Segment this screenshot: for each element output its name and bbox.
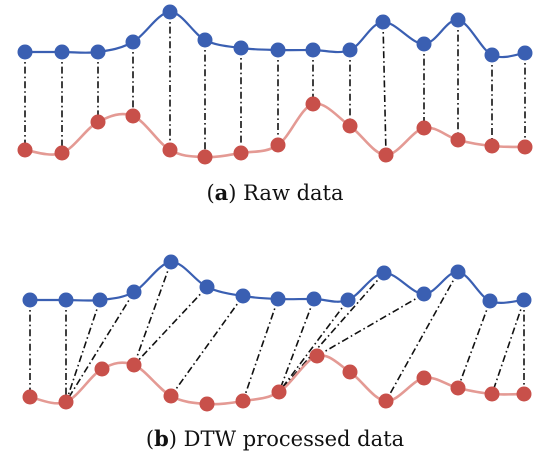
alignment-link (278, 272, 385, 393)
red-series-point (378, 393, 394, 409)
red-series-point (416, 370, 432, 386)
blue-series-point (54, 44, 70, 60)
alignment-link (133, 286, 208, 366)
alignment-link (316, 293, 425, 357)
blue-series-point (375, 14, 391, 30)
blue-series-point (270, 42, 286, 58)
caption-b: (b) DTW processed data (145, 426, 405, 451)
red-series-point (516, 386, 532, 402)
panel-b-dtw-processed-data (22, 254, 532, 412)
caption-a-text: ) Raw data (228, 181, 344, 205)
red-series-point (126, 357, 142, 373)
red-series-point (58, 394, 74, 410)
alignment-link (382, 21, 387, 156)
blue-series-point (484, 47, 500, 63)
red-series-point (197, 149, 213, 165)
blue-series-point (482, 293, 498, 309)
red-series-point (125, 108, 141, 124)
alignment-link (65, 299, 101, 403)
blue-series-point (517, 45, 533, 61)
blue-series-point (270, 291, 286, 307)
red-series-point (163, 388, 179, 404)
caption-a: (a) Raw data (206, 180, 344, 205)
blue-series-point (163, 254, 179, 270)
blue-series-point (22, 292, 38, 308)
red-series-point (271, 384, 287, 400)
alignment-link (133, 261, 172, 366)
alignment-link (170, 295, 244, 397)
red-series-point (90, 114, 106, 130)
red-series-point (450, 380, 466, 396)
blue-series-point (376, 265, 392, 281)
red-series-point (342, 118, 358, 134)
blue-series-point (125, 34, 141, 50)
blue-series-point (126, 284, 142, 300)
red-series-point (233, 145, 249, 161)
red-series-point (517, 139, 533, 155)
panel-a-raw-data (17, 4, 533, 165)
blue-series-point (235, 288, 251, 304)
blue-series-point (306, 291, 322, 307)
alignment-link (278, 298, 315, 393)
blue-series-point (197, 32, 213, 48)
red-series-point (378, 147, 394, 163)
blue-series-point (233, 40, 249, 56)
caption-b-text: ) DTW processed data (168, 427, 405, 451)
blue-series-point (340, 292, 356, 308)
alignment-link (491, 299, 525, 395)
red-series-point (17, 142, 33, 158)
red-series-point (162, 142, 178, 158)
red-series-point (235, 393, 251, 409)
blue-series-point (450, 264, 466, 280)
red-series-point (450, 132, 466, 148)
red-series-point (54, 145, 70, 161)
red-series-point (484, 386, 500, 402)
blue-series-point (199, 279, 215, 295)
red-series-point (305, 96, 321, 112)
blue-series-point (305, 42, 321, 58)
caption-b-letter: b (154, 426, 169, 451)
red-series-point (199, 396, 215, 412)
red-series-point (309, 348, 325, 364)
blue-series-point (450, 12, 466, 28)
alignment-link (242, 298, 279, 402)
red-series-point (342, 364, 358, 380)
blue-series-point (17, 44, 33, 60)
blue-series-point (342, 42, 358, 58)
red-series-point (270, 137, 286, 153)
blue-series-point (516, 292, 532, 308)
blue-series-point (90, 44, 106, 60)
alignment-link (278, 299, 349, 393)
blue-series-point (416, 36, 432, 52)
alignment-link (457, 300, 491, 389)
red-series-point (22, 389, 38, 405)
red-series-point (416, 120, 432, 136)
blue-series-point (416, 286, 432, 302)
blue-series-point (58, 292, 74, 308)
red-series-point (94, 361, 110, 377)
blue-series-point (92, 292, 108, 308)
alignment-link (385, 271, 459, 402)
red-series-point (484, 138, 500, 154)
alignment-link (65, 291, 135, 403)
blue-series-point (162, 4, 178, 20)
caption-a-letter: a (214, 180, 229, 205)
